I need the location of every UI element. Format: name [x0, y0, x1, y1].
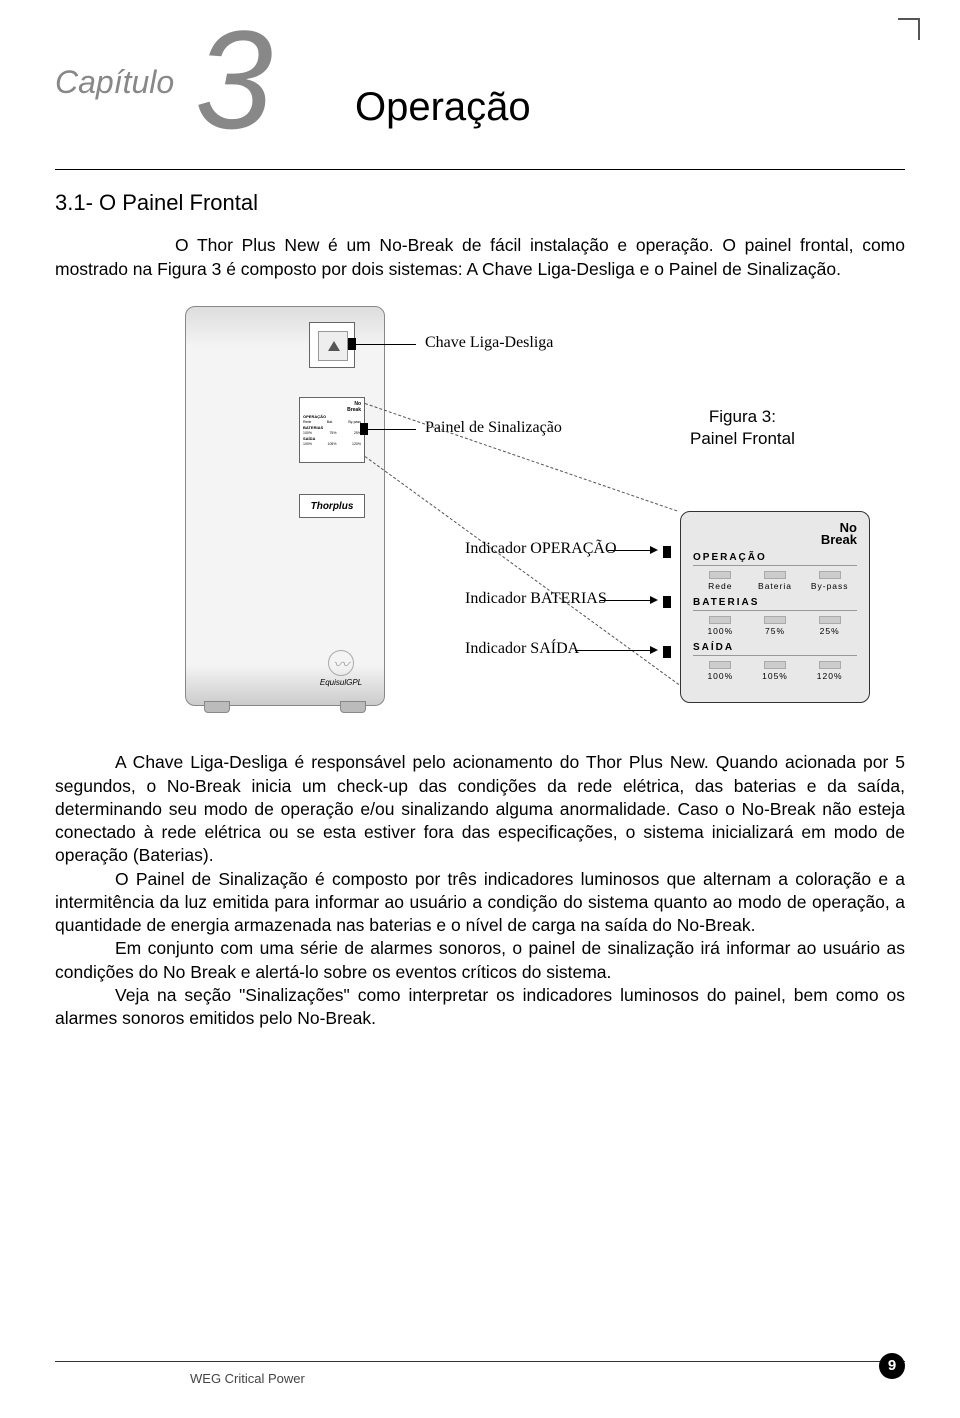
led-100: 100%	[693, 616, 748, 636]
intro-paragraph: O Thor Plus New é um No-Break de fácil i…	[55, 234, 905, 281]
lead-line	[575, 650, 650, 651]
body-p4: Veja na seção "Sinalizações" como interp…	[55, 985, 905, 1028]
callout-operacao: Indicador OPERAÇÃO	[465, 540, 617, 558]
chapter-header: Capítulo 3 Operação	[55, 40, 905, 170]
device-illustration: NoBreak OPERAÇÃORedeBat.By-pass BATERIAS…	[185, 306, 385, 706]
figure-caption-line2: Painel Frontal	[690, 429, 795, 448]
thor-badge: Thorplus	[299, 494, 365, 518]
callout-panel: Painel de Sinalização	[425, 419, 562, 437]
chapter-number: 3	[195, 10, 273, 150]
marker-tick	[663, 546, 671, 558]
page-number: 9	[879, 1353, 905, 1379]
signal-panel-small: NoBreak OPERAÇÃORedeBat.By-pass BATERIAS…	[299, 397, 365, 463]
chapter-label: Capítulo	[55, 64, 174, 101]
figure-caption: Figura 3: Painel Frontal	[690, 406, 795, 450]
figure-area: NoBreak OPERAÇÃORedeBat.By-pass BATERIAS…	[55, 306, 905, 726]
saida-row: 100% 105% 120%	[693, 661, 857, 681]
power-button-icon	[318, 331, 348, 361]
dash-line	[365, 456, 704, 703]
corner-crop-mark	[898, 18, 920, 40]
lead-line	[608, 550, 650, 551]
operacao-row: Rede Bateria By-pass	[693, 571, 857, 591]
led-s100: 100%	[693, 661, 748, 681]
lead-line	[368, 429, 416, 430]
callout-tick	[348, 338, 356, 350]
equisul-text: EquisulGPL	[320, 678, 362, 687]
marker-tick	[663, 596, 671, 608]
led-bateria: Bateria	[748, 571, 803, 591]
arrow-icon	[650, 646, 658, 654]
panel-section-operacao: OPERAÇÃO	[693, 552, 857, 566]
figure-caption-line1: Figura 3:	[709, 407, 776, 426]
lead-line	[600, 600, 650, 601]
lead-line	[356, 344, 416, 345]
led-s105: 105%	[748, 661, 803, 681]
led-25: 25%	[802, 616, 857, 636]
footer-brand: WEG Critical Power	[190, 1371, 305, 1386]
body-text: A Chave Liga-Desliga é responsável pelo …	[55, 751, 905, 1030]
panel-section-baterias: BATERIAS	[693, 597, 857, 611]
arrow-icon	[650, 596, 658, 604]
body-p1: A Chave Liga-Desliga é responsável pelo …	[55, 752, 905, 865]
callout-tick	[360, 423, 368, 435]
device-foot-right	[340, 701, 366, 713]
body-p3: Em conjunto com uma série de alarmes son…	[55, 938, 905, 981]
arrow-icon	[650, 546, 658, 554]
led-bypass: By-pass	[802, 571, 857, 591]
device-foot-left	[204, 701, 230, 713]
intro-text: O Thor Plus New é um No-Break de fácil i…	[55, 235, 905, 279]
panel-section-saida: SAÍDA	[693, 642, 857, 656]
callout-saida: Indicador SAÍDA	[465, 640, 579, 658]
marker-tick	[663, 646, 671, 658]
callout-switch: Chave Liga-Desliga	[425, 334, 553, 352]
panel-brand: No Break	[693, 522, 857, 545]
indicator-panel-large: No Break OPERAÇÃO Rede Bateria By-pass B…	[680, 511, 870, 703]
page-footer: WEG Critical Power 9	[55, 1361, 905, 1388]
led-s120: 120%	[802, 661, 857, 681]
equisul-logo: 〰 EquisulGPL	[306, 650, 376, 687]
body-p2: O Painel de Sinalização é composto por t…	[55, 869, 905, 936]
chapter-title: Operação	[355, 85, 531, 130]
callout-baterias: Indicador BATERIAS	[465, 590, 607, 608]
baterias-row: 100% 75% 25%	[693, 616, 857, 636]
section-title: 3.1- O Painel Frontal	[55, 190, 905, 216]
led-rede: Rede	[693, 571, 748, 591]
brand-bottom: Break	[821, 532, 857, 547]
led-75: 75%	[748, 616, 803, 636]
